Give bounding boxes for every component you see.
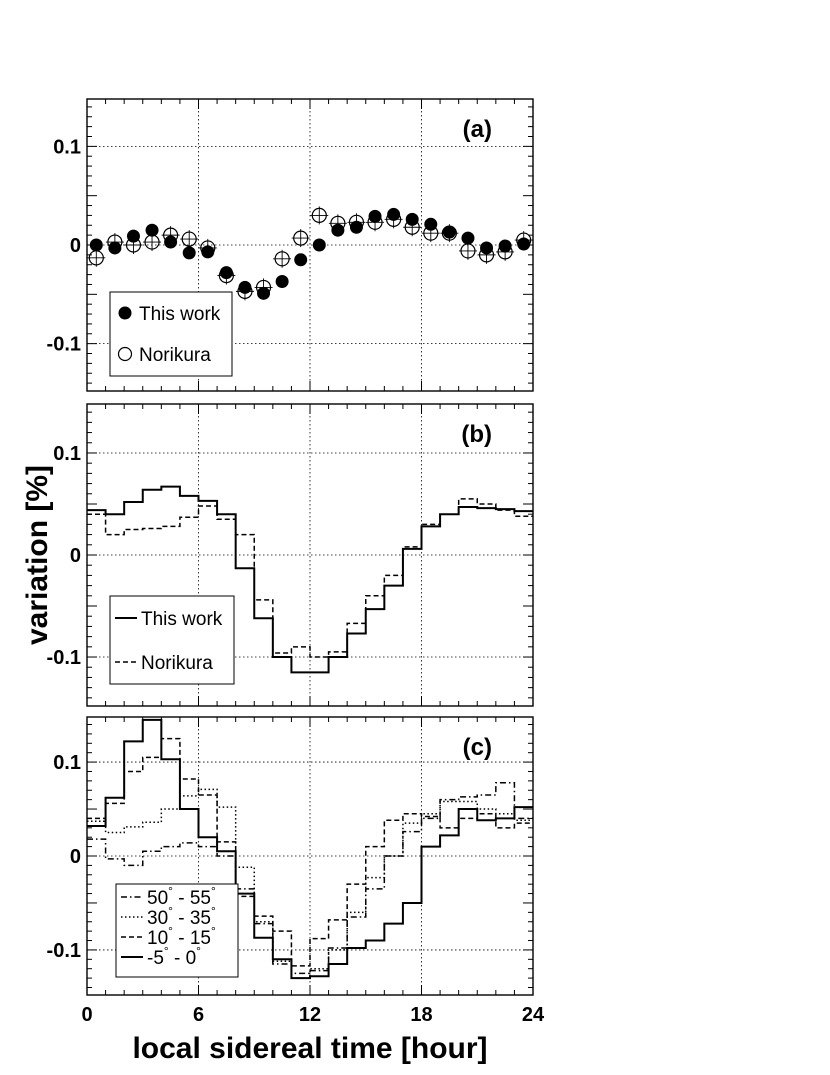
legend-box: [115, 883, 239, 978]
series-2: [87, 206, 533, 301]
y-axis-title: variation [%]: [21, 465, 54, 645]
x-tick-label: 0: [81, 1004, 92, 1026]
legend: This work Norikura: [109, 595, 235, 685]
y-tick-label: -0.1: [47, 334, 81, 356]
panel-label: (b): [461, 421, 492, 448]
data-point: [294, 253, 308, 267]
legend-label: Norikura: [139, 345, 211, 366]
panel-label: (a): [463, 116, 492, 143]
panel-2: -0.1 0 0.1 (b) This work Norikura: [47, 403, 534, 707]
series-2-line: [87, 498, 533, 658]
panel-label: (c): [463, 734, 492, 761]
legend-box: [109, 291, 233, 377]
panel-3: -0.1 0 0.1 0 6 12 18 24 (c) 50° - 55°30° - 35°10°…: [47, 716, 545, 1026]
legend-label: This work: [139, 304, 221, 325]
legend-label: 30° - 35°: [147, 904, 216, 929]
x-tick-label: 12: [299, 1004, 321, 1026]
data-point: [461, 231, 475, 245]
legend: This work Norikura: [109, 291, 233, 377]
legend-label: -5° - 0°: [147, 944, 201, 969]
data-point: [182, 246, 196, 260]
plot-frame: [86, 716, 534, 996]
data-point: [275, 275, 289, 288]
series-2-line: [87, 788, 533, 979]
legend-marker: [117, 346, 133, 362]
x-tick-label: 24: [522, 1004, 545, 1026]
y-tick-label: 0: [70, 846, 81, 868]
x-tick-label: 18: [410, 1004, 432, 1026]
series-4-line: [87, 718, 533, 980]
y-tick-label: 0: [70, 545, 81, 567]
legend-box: [109, 595, 235, 685]
y-tick-label: -0.1: [47, 647, 81, 669]
plot-frame: [86, 403, 534, 707]
data-point: [145, 223, 159, 237]
y-tick-label: 0.1: [53, 136, 81, 158]
legend-label: This work: [141, 609, 223, 630]
series-1-line: [87, 781, 533, 975]
legend-label: 50° - 55°: [147, 884, 216, 909]
y-tick-label: 0: [70, 235, 81, 257]
panel-1: -0.1 0 0.1 (a) This work Norikura: [47, 98, 534, 392]
legend-label: 10° - 15°: [147, 924, 216, 949]
legend-label: Norikura: [141, 653, 213, 674]
y-tick-label: 0.1: [53, 752, 81, 774]
data-point: [89, 238, 103, 252]
y-tick-label: -0.1: [47, 940, 81, 962]
x-axis-title: local sidereal time [hour]: [132, 1032, 487, 1065]
plot-frame: [86, 98, 534, 392]
data-point: [312, 238, 326, 252]
y-tick-label: 0.1: [53, 443, 81, 465]
panels: -0.1 0 0.1 (a) This work Norikura -0.1 0 0.1 (b) T…: [47, 98, 545, 1026]
legend: 50° - 55°30° - 35°10° - 15°-5° - 0°: [115, 883, 239, 978]
legend-marker: [118, 306, 132, 320]
x-tick-label: 6: [193, 1004, 204, 1026]
